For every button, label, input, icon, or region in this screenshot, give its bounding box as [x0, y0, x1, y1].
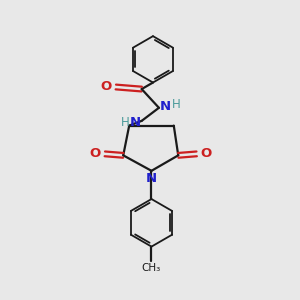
Text: CH₃: CH₃	[142, 263, 161, 273]
Text: N: N	[129, 116, 140, 129]
Text: N: N	[146, 172, 157, 185]
Text: H: H	[120, 116, 129, 129]
Text: N: N	[160, 100, 171, 113]
Text: O: O	[90, 147, 101, 161]
Text: H: H	[171, 98, 180, 111]
Text: O: O	[101, 80, 112, 94]
Text: O: O	[200, 147, 212, 161]
